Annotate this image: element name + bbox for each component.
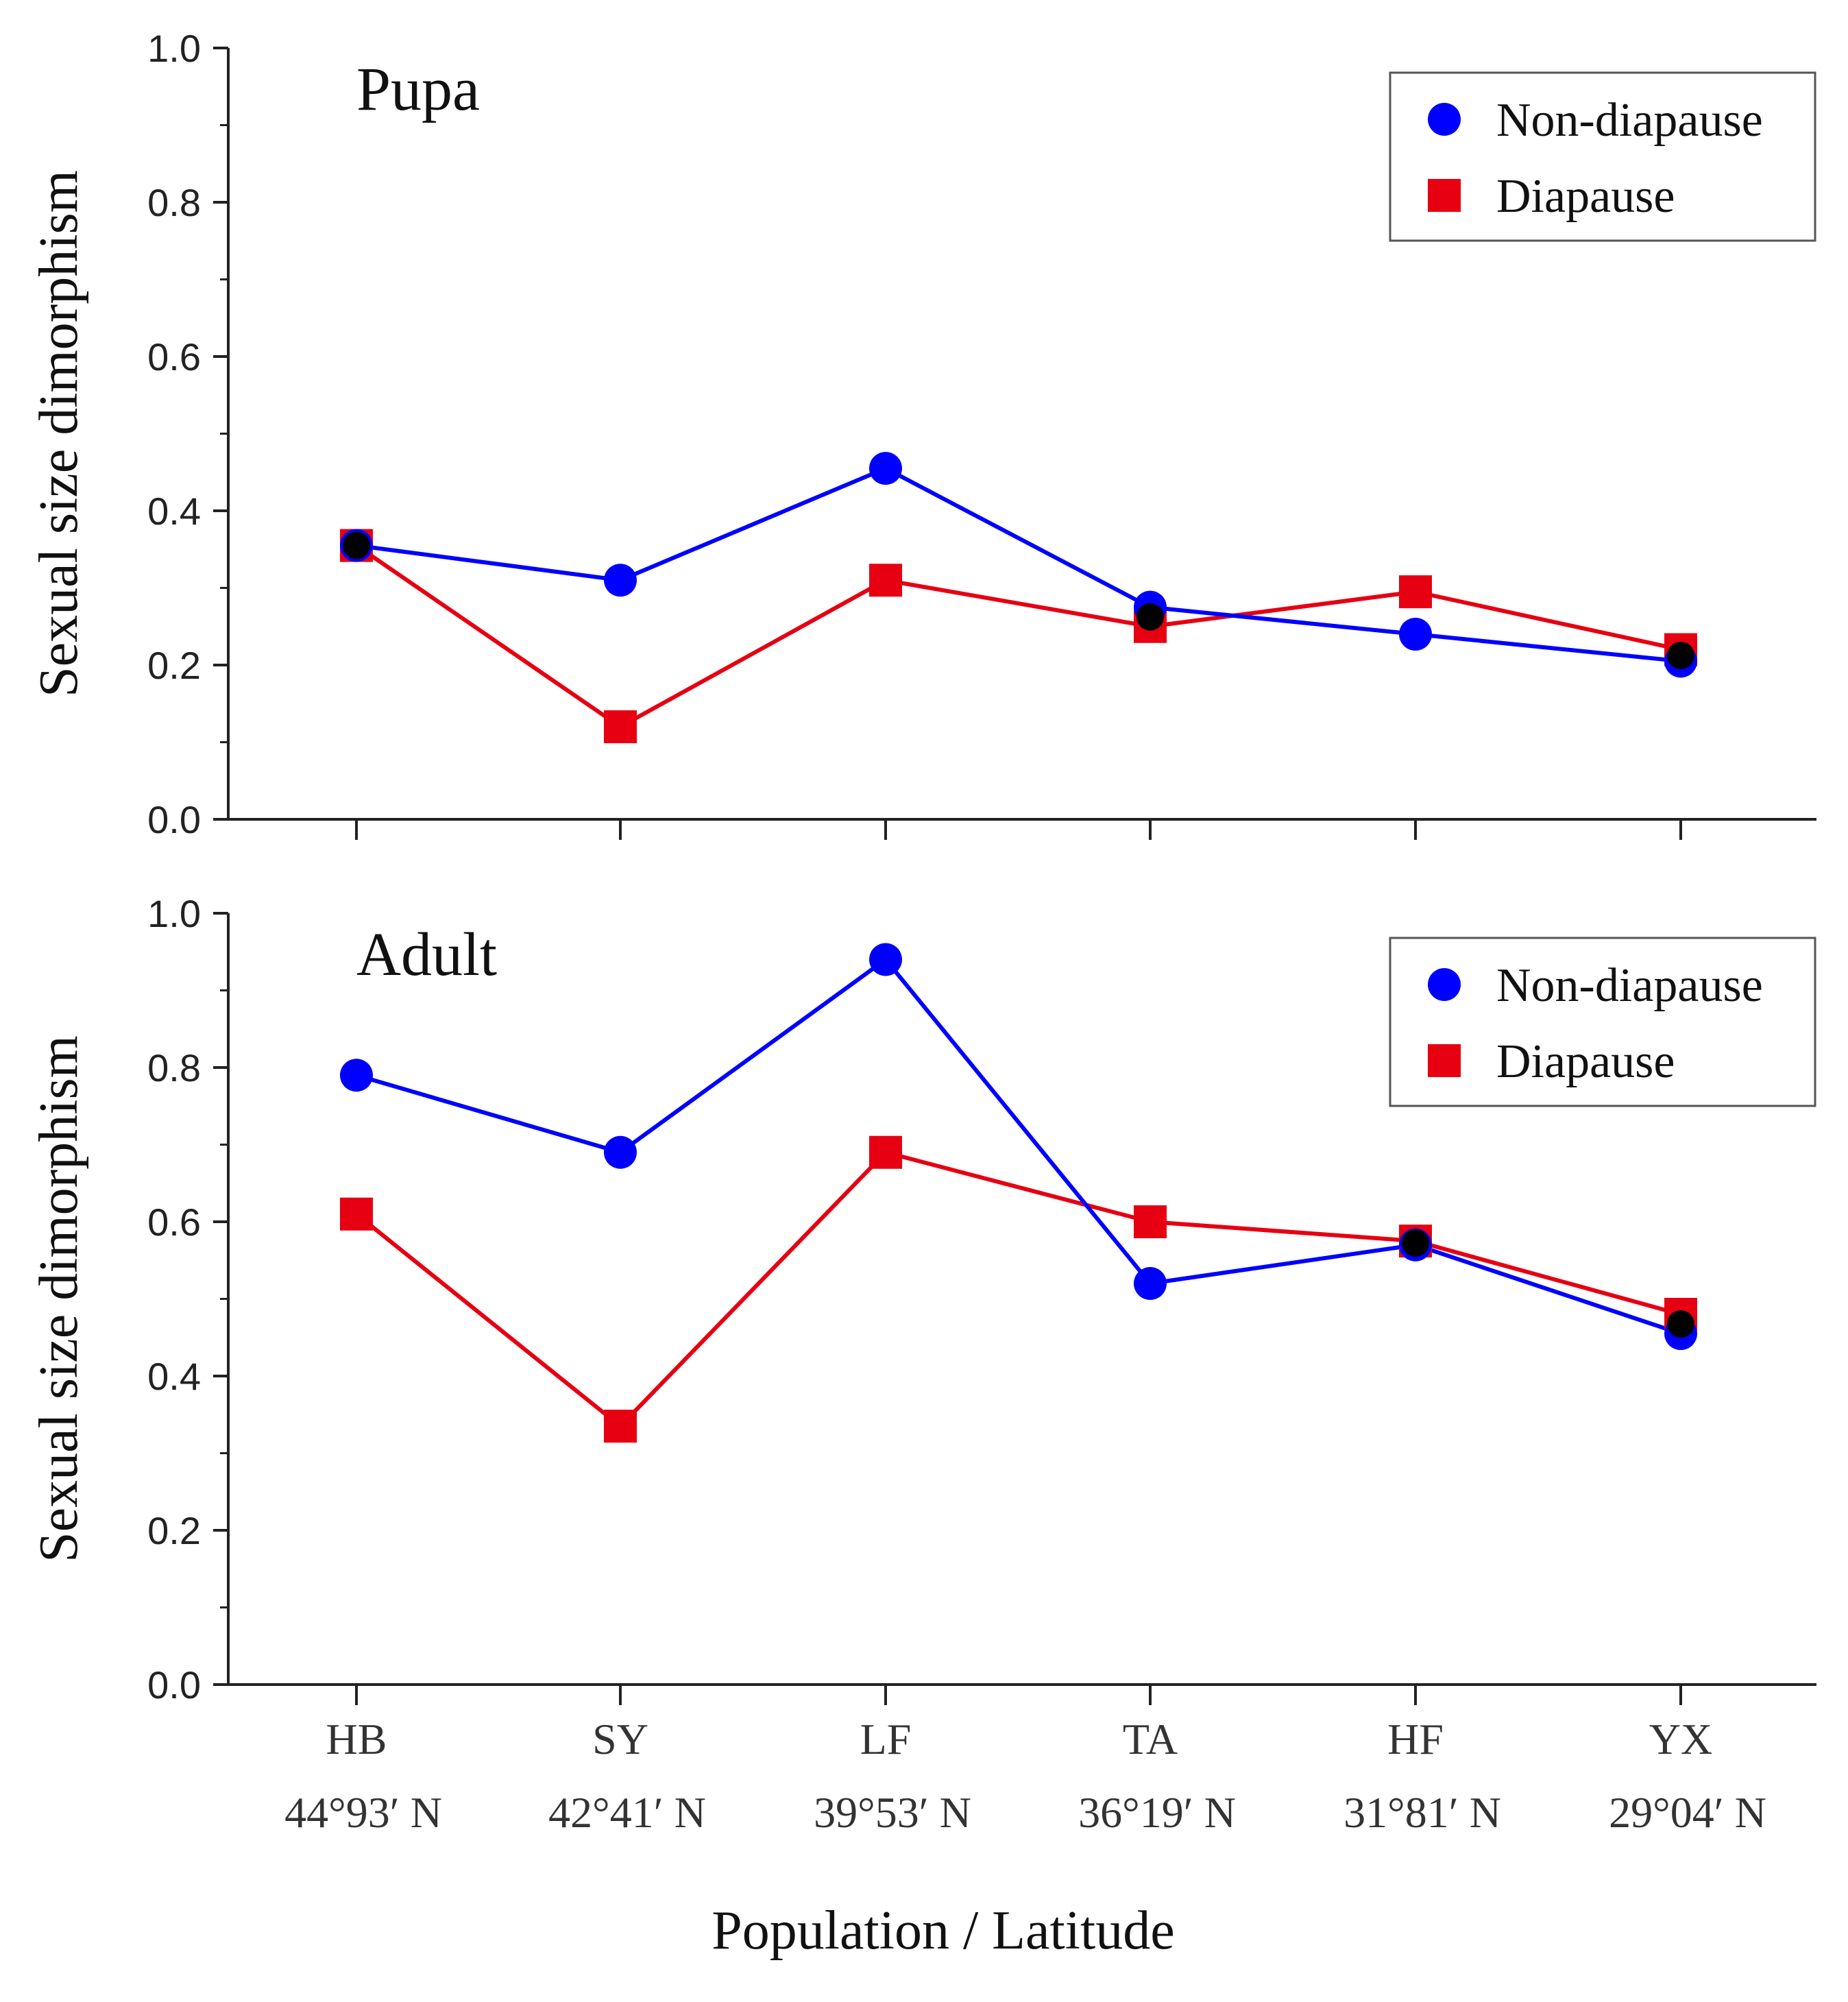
x-category-label: HF	[1387, 1715, 1444, 1763]
legend-label-diapause: Diapause	[1496, 1035, 1675, 1088]
legend-box	[1389, 937, 1816, 1107]
y-tick-label: 0.8	[147, 181, 201, 224]
x-category-label: YX	[1649, 1715, 1712, 1763]
y-axis-title: Sexual size dimorphism	[29, 170, 89, 697]
legend-marker-diapause	[1428, 1044, 1461, 1077]
x-axis-title: Population / Latitude	[712, 1901, 1174, 1961]
y-tick-label: 0.4	[147, 1355, 201, 1398]
y-tick-label: 0.2	[147, 644, 201, 687]
x-category-latitude: 44°93′ N	[284, 1788, 442, 1837]
legend-marker-non-diapause	[1428, 103, 1461, 136]
x-category-label: TA	[1123, 1715, 1178, 1763]
panel-title: Pupa	[356, 56, 480, 123]
data-point-non-diapause	[604, 1135, 637, 1169]
data-point-overlap	[1136, 603, 1164, 631]
data-point-diapause	[869, 1135, 902, 1169]
legend-box	[1389, 71, 1816, 242]
series-line-non-diapause	[356, 466, 1681, 664]
y-tick-label: 0.4	[147, 490, 201, 533]
data-point-non-diapause	[604, 564, 637, 597]
data-point-non-diapause	[869, 943, 902, 976]
data-point-diapause	[340, 1197, 373, 1231]
chart-panel-adult: 0.0 0.2 0.4 0.6 0.8 1.0 Sexual size dimorphism…	[29, 892, 1816, 1706]
y-tick-label: 1.0	[147, 27, 201, 70]
chart-panel-pupa: 0.0 0.2 0.4 0.6 0.8 1.0 Sexual size dimorphism…	[29, 27, 1816, 841]
x-category-label: SY	[592, 1715, 648, 1763]
legend-marker-diapause	[1428, 179, 1461, 212]
x-category-latitude: 36°19′ N	[1078, 1788, 1236, 1837]
x-category-label: LF	[860, 1715, 912, 1763]
legend-label-diapause: Diapause	[1496, 170, 1675, 223]
y-tick-label: 0.0	[147, 798, 201, 841]
x-category-latitude: 31°81′ N	[1344, 1788, 1501, 1837]
x-category-latitude: 42°41′ N	[548, 1788, 706, 1837]
data-point-non-diapause	[340, 1059, 373, 1092]
data-point-diapause	[604, 1410, 637, 1443]
data-point-non-diapause	[869, 452, 902, 485]
y-tick-label: 0.6	[147, 335, 201, 378]
data-point-overlap	[1667, 641, 1694, 669]
y-tick-label: 0.2	[147, 1509, 201, 1552]
y-axis-title: Sexual size dimorphism	[29, 1035, 89, 1563]
series-line-non-diapause	[356, 956, 1681, 1336]
y-tick-label: 1.0	[147, 892, 201, 935]
data-point-non-diapause	[1134, 1267, 1167, 1300]
data-point-overlap	[1402, 1229, 1429, 1257]
legend-marker-non-diapause	[1428, 968, 1461, 1001]
data-point-non-diapause	[1399, 618, 1432, 651]
panel-title: Adult	[356, 921, 497, 989]
data-point-diapause	[1399, 575, 1432, 609]
series-line-diapause	[355, 544, 1681, 729]
data-point-diapause	[1134, 1205, 1167, 1238]
x-category-latitude: 39°53′ N	[814, 1788, 971, 1837]
series-line-diapause	[355, 1150, 1681, 1430]
legend-label-non-diapause: Non-diapause	[1496, 94, 1763, 147]
data-point-overlap	[1667, 1310, 1694, 1338]
data-point-overlap	[343, 531, 370, 559]
x-category-latitude: 29°04′ N	[1609, 1788, 1766, 1837]
y-tick-label: 0.0	[147, 1663, 201, 1706]
legend-label-non-diapause: Non-diapause	[1496, 959, 1763, 1012]
y-tick-label: 0.6	[147, 1201, 201, 1244]
x-category-label: HB	[326, 1715, 387, 1763]
y-tick-label: 0.8	[147, 1046, 201, 1089]
data-point-diapause	[869, 564, 902, 597]
data-point-diapause	[604, 710, 637, 743]
